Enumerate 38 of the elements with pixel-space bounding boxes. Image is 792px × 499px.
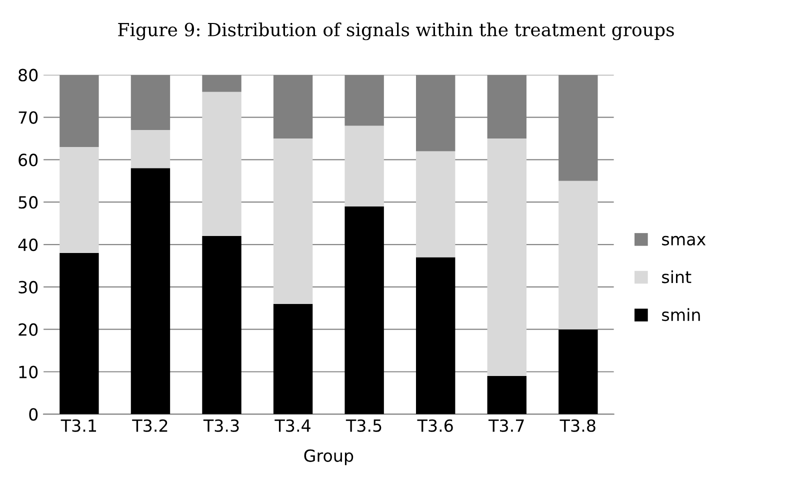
x-axis-title: Group [304, 449, 354, 466]
y-tick-label: 10 [19, 366, 38, 378]
bar [60, 252, 99, 414]
y-tick-label: 60 [18, 154, 38, 166]
x-tick-label: T3.8 [560, 419, 596, 432]
bar [344, 206, 384, 414]
y-tick-label: 40 [18, 238, 38, 252]
y-tick-label: 20 [18, 323, 38, 336]
x-tick-label: T3.4 [274, 419, 310, 432]
chart-title: Figure 9: Distribution of signals within the treatment groups [118, 22, 674, 40]
y-tick-label: 70 [18, 111, 38, 124]
bar [130, 168, 170, 414]
bar [416, 151, 456, 258]
x-tick-label: T3.1 [60, 419, 96, 432]
y-tick-label: 50 [18, 196, 38, 209]
bar [487, 376, 526, 414]
x-tick-label: T3.6 [417, 419, 453, 432]
legend-label: sint [662, 270, 692, 284]
y-tick-label: 0 [29, 408, 38, 421]
bar [344, 126, 384, 206]
bar [273, 138, 313, 304]
legend-label: smin [662, 308, 700, 322]
bar [558, 180, 598, 330]
bar [416, 257, 456, 414]
bar [487, 138, 526, 376]
x-tick-label: T3.5 [346, 419, 382, 432]
x-tick-label: T3.7 [488, 419, 524, 432]
bar [202, 92, 242, 236]
x-tick-label: T3.3 [203, 419, 239, 432]
bar [60, 146, 99, 253]
y-tick-label: 30 [18, 280, 38, 294]
legend-label: smax [662, 236, 706, 246]
x-tick-label: T3.2 [132, 419, 168, 432]
bar [130, 130, 170, 168]
bar [202, 236, 242, 414]
y-tick-label: 80 [18, 68, 38, 82]
bar [273, 304, 313, 414]
bar [558, 329, 598, 414]
